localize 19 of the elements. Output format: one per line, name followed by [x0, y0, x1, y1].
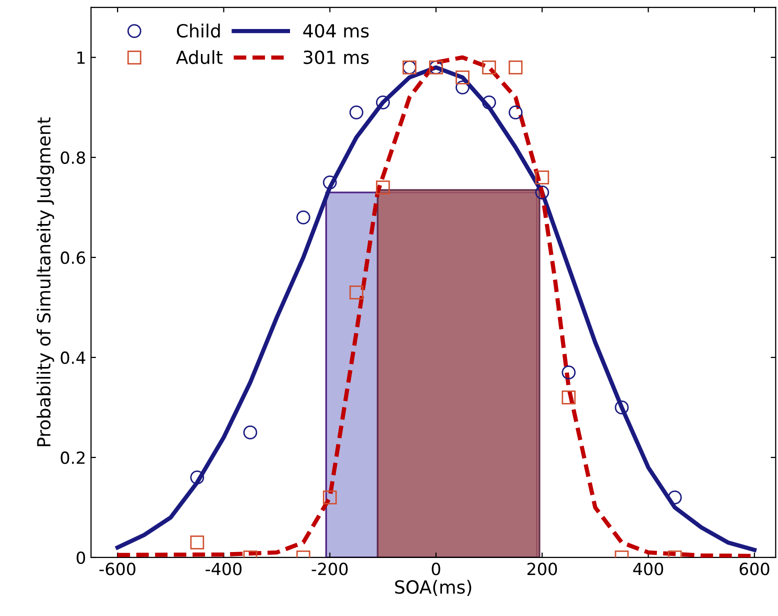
y-tick-label: 0.8 — [60, 151, 86, 164]
x-tick-label: -400 — [206, 562, 242, 576]
y-tick-label: 0.6 — [60, 251, 86, 264]
legend-label: Child — [176, 24, 220, 38]
y-tick-label: 0.2 — [60, 451, 84, 464]
x-tick-label: -600 — [99, 562, 136, 576]
legend-label: 301 ms — [304, 50, 369, 64]
y-tick-label: 0 — [76, 551, 86, 564]
x-tick-label: -200 — [312, 562, 348, 576]
x-tick-label: 0 — [432, 562, 440, 576]
legend-label: Adult — [176, 50, 222, 64]
y-axis-title: Probability of Simultaneity Judgment — [36, 117, 54, 446]
x-axis-title: SOA(ms) — [395, 580, 472, 596]
x-tick-label: 200 — [527, 562, 557, 576]
y-tick-label: 0.4 — [60, 351, 86, 364]
x-tick-label: 400 — [633, 562, 664, 576]
x-tick-label: 600 — [740, 562, 770, 576]
y-tick-label: 1 — [77, 52, 85, 64]
legend-label: 404 ms — [303, 24, 369, 38]
